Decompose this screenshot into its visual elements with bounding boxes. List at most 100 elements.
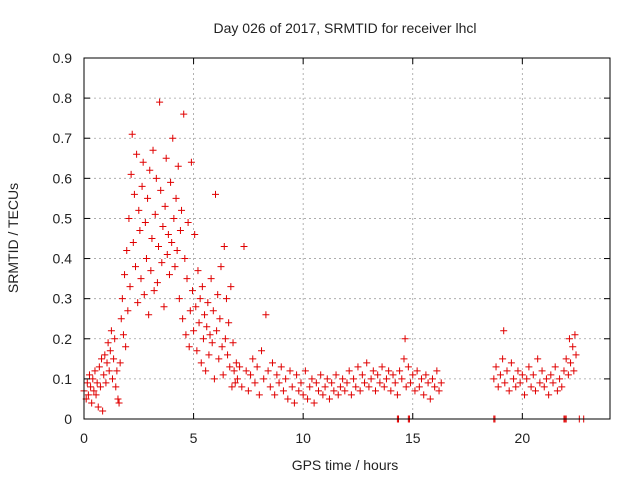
data-point <box>536 379 544 387</box>
data-point <box>299 391 307 399</box>
data-point <box>339 375 347 383</box>
data-point <box>567 359 575 367</box>
data-point <box>156 98 164 106</box>
data-point <box>229 339 237 347</box>
data-point <box>124 307 132 315</box>
data-point <box>91 367 99 375</box>
data-point <box>282 375 290 383</box>
data-point <box>534 355 542 363</box>
data-point <box>151 210 159 218</box>
data-point <box>301 367 309 375</box>
data-point <box>168 239 176 247</box>
data-point <box>249 355 257 363</box>
data-point <box>512 383 520 391</box>
data-point <box>159 222 167 230</box>
x-tick-label: 10 <box>295 430 311 446</box>
chart-title: Day 026 of 2017, SRMTID for receiver lhc… <box>214 20 477 36</box>
x-tick-labels: 0 5 10 15 20 <box>80 430 530 446</box>
data-point <box>164 230 172 238</box>
data-point <box>304 395 312 403</box>
data-point <box>255 391 263 399</box>
data-point <box>141 218 149 226</box>
data-point <box>194 267 202 275</box>
data-point <box>242 367 250 375</box>
data-point <box>93 379 101 387</box>
data-point <box>184 218 192 226</box>
data-point <box>129 239 137 247</box>
data-point <box>130 190 138 198</box>
data-point <box>538 367 546 375</box>
data-point <box>505 387 513 395</box>
data-point <box>328 379 336 387</box>
data-point <box>426 395 434 403</box>
data-point <box>138 182 146 190</box>
data-point <box>153 279 161 287</box>
data-point <box>155 243 163 251</box>
data-point <box>150 287 158 295</box>
data-point <box>315 387 323 395</box>
data-point <box>401 335 409 343</box>
data-point <box>191 230 199 238</box>
data-point <box>224 351 232 359</box>
data-point <box>295 387 303 395</box>
data-point <box>279 387 287 395</box>
data-point <box>232 359 240 367</box>
data-point <box>160 303 168 311</box>
data-point <box>202 367 210 375</box>
data-point <box>196 295 204 303</box>
data-point <box>146 166 154 174</box>
data-point <box>310 399 318 407</box>
data-point <box>407 379 415 387</box>
data-point <box>571 331 579 339</box>
data-point <box>312 379 320 387</box>
data-point <box>418 375 426 383</box>
data-point <box>185 343 193 351</box>
data-point <box>306 383 314 391</box>
data-point <box>556 375 564 383</box>
data-point <box>514 367 522 375</box>
data-point <box>240 243 248 251</box>
x-tick-label: 0 <box>80 430 88 446</box>
data-point <box>542 375 550 383</box>
data-point <box>94 403 102 411</box>
data-point <box>413 367 421 375</box>
data-point <box>190 327 198 335</box>
data-point <box>330 387 338 395</box>
data-point <box>293 371 301 379</box>
data-point <box>135 206 143 214</box>
data-point <box>288 383 296 391</box>
x-tick-label: 15 <box>405 430 421 446</box>
data-point <box>356 387 364 395</box>
data-point <box>433 367 441 375</box>
data-point <box>140 291 148 299</box>
data-point <box>103 359 111 367</box>
data-point <box>435 387 443 395</box>
data-point <box>90 387 98 395</box>
data-point <box>206 331 214 339</box>
data-point <box>174 162 182 170</box>
data-point <box>203 323 211 331</box>
data-point <box>180 110 188 118</box>
data-point <box>531 387 539 395</box>
data-point <box>132 263 140 271</box>
data-point <box>336 383 344 391</box>
data-point <box>106 347 114 355</box>
data-point <box>527 383 535 391</box>
data-point <box>570 367 578 375</box>
data-point <box>163 251 171 259</box>
data-point <box>385 367 393 375</box>
data-point <box>228 383 236 391</box>
data-point <box>157 186 165 194</box>
y-tick-label: 0.1 <box>53 371 73 387</box>
data-point <box>179 315 187 323</box>
data-point <box>400 355 408 363</box>
data-points <box>80 98 588 423</box>
data-point <box>219 371 227 379</box>
data-point <box>345 367 353 375</box>
data-point <box>226 363 234 371</box>
data-point <box>111 335 119 343</box>
data-point <box>308 375 316 383</box>
data-point <box>244 387 252 395</box>
data-point <box>490 375 498 383</box>
data-point <box>136 226 144 234</box>
